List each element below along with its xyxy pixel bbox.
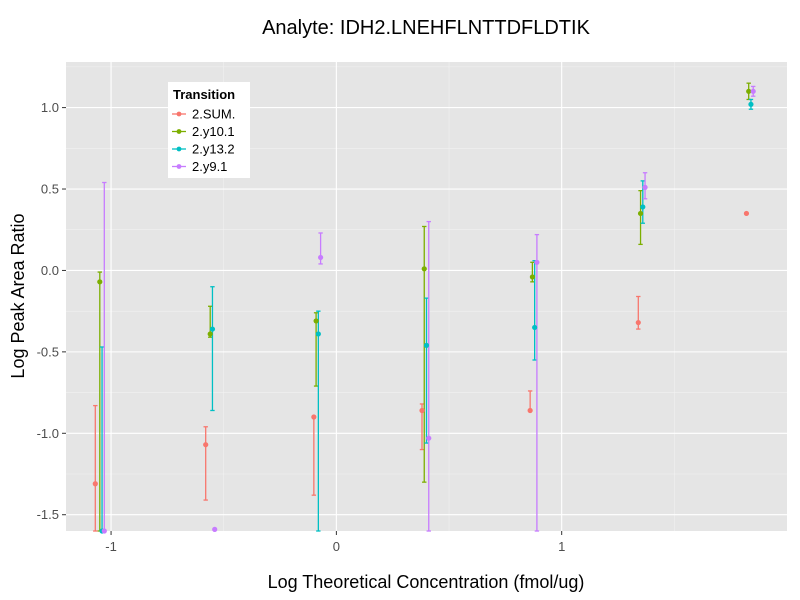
data-point: [92, 481, 98, 487]
data-point: [97, 279, 103, 285]
error-bars: [93, 82, 756, 532]
data-point: [311, 414, 317, 420]
legend-key-point: [176, 146, 182, 152]
data-point: [203, 442, 209, 448]
data-point: [426, 435, 432, 441]
data-point: [212, 526, 218, 532]
data-point: [423, 342, 430, 348]
data-point: [101, 528, 107, 534]
data-point: [750, 88, 756, 94]
data-points: [92, 88, 756, 534]
legend-key-point: [176, 129, 182, 134]
data-point: [640, 204, 646, 210]
data-point: [527, 407, 533, 414]
y-axis-ticks: -1.5 -1.0 -0.5 0.0 0.5 1.0: [37, 100, 66, 522]
data-point: [637, 210, 644, 217]
data-point: [746, 88, 752, 94]
data-point: [209, 326, 216, 332]
data-point: [318, 254, 324, 261]
y-tick-label: -0.5: [37, 344, 59, 359]
x-tick-label: 1: [558, 539, 565, 554]
legend-label: 2.y10.1: [192, 124, 235, 139]
y-tick-label: 1.0: [41, 100, 59, 115]
x-tick-label: 0: [333, 539, 340, 554]
y-tick-label: 0.5: [41, 182, 59, 197]
y-tick-label: -1.5: [37, 507, 59, 522]
data-point: [313, 318, 319, 324]
y-tick-label: -1.0: [37, 426, 59, 441]
data-point: [534, 259, 540, 265]
data-point: [748, 101, 754, 107]
legend-label: 2.SUM.: [192, 107, 235, 122]
x-axis-ticks: -1 0 1: [105, 531, 565, 554]
data-point: [642, 184, 648, 190]
y-tick-label: 0.0: [41, 263, 59, 278]
data-point: [207, 331, 213, 337]
legend-label: 2.y9.1: [192, 159, 227, 174]
legend-label: 2.y13.2: [192, 142, 235, 157]
data-point: [419, 407, 425, 414]
y-axis-title: Log Peak Area Ratio: [8, 213, 28, 378]
data-point: [532, 324, 538, 331]
legend-background: [168, 82, 250, 178]
x-tick-label: -1: [105, 539, 117, 554]
chart-title: Analyte: IDH2.LNEHFLNTTDFLDTIK: [262, 17, 591, 39]
legend-key-point: [176, 164, 182, 169]
legend-key-point: [176, 111, 182, 117]
data-point: [529, 274, 535, 280]
data-point: [635, 319, 641, 326]
x-axis-title: Log Theoretical Concentration (fmol/ug): [268, 572, 585, 592]
data-point: [421, 266, 427, 272]
legend-title: Transition: [173, 87, 235, 102]
data-point: [743, 210, 750, 217]
data-point: [315, 331, 321, 337]
legend: Transition 2.SUM. 2.y10.1 2.y13.2 2.y9.1: [168, 82, 250, 178]
